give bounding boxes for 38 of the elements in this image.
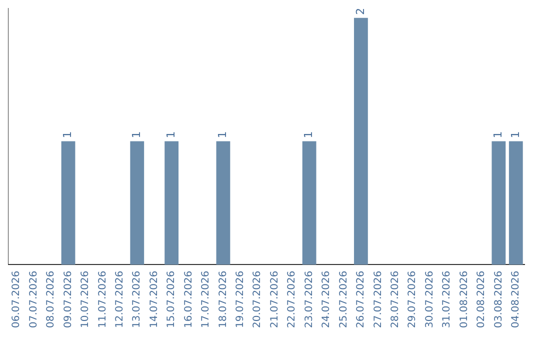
x-tick-label: 12.07.2026 bbox=[114, 270, 126, 328]
x-tick-label: 03.08.2026 bbox=[493, 270, 504, 328]
x-tick-label: 01.08.2026 bbox=[458, 270, 470, 328]
data-label: 1 bbox=[130, 131, 143, 138]
x-tick-label: 31.07.2026 bbox=[442, 270, 453, 328]
x-tick-label: 25.07.2026 bbox=[338, 270, 350, 328]
x-tick-label: 09.07.2026 bbox=[62, 270, 74, 328]
x-tick-label: 28.07.2026 bbox=[390, 270, 401, 328]
x-tick-label: 07.07.2026 bbox=[28, 270, 40, 328]
x-tick-label: 15.07.2026 bbox=[166, 270, 178, 328]
x-tick-label: 29.07.2026 bbox=[407, 270, 418, 328]
x-tick-label: 30.07.2026 bbox=[424, 270, 436, 328]
x-tick-label: 10.07.2026 bbox=[80, 270, 92, 328]
x-tick-label: 18.07.2026 bbox=[218, 270, 229, 328]
x-tick-label: 11.07.2026 bbox=[97, 270, 108, 328]
x-tick-label: 06.07.2026 bbox=[11, 270, 22, 328]
x-tick-label: 04.08.2026 bbox=[510, 270, 522, 328]
x-tick-label: 23.07.2026 bbox=[304, 270, 315, 328]
data-label: 1 bbox=[216, 131, 230, 138]
x-tick-label: 14.07.2026 bbox=[148, 270, 160, 328]
data-label: 1 bbox=[302, 131, 316, 138]
x-tick-label: 17.07.2026 bbox=[200, 270, 212, 328]
x-tick-label: 21.07.2026 bbox=[269, 270, 280, 328]
x-tick-label: 19.07.2026 bbox=[235, 270, 246, 328]
x-tick-label: 16.07.2026 bbox=[183, 270, 194, 328]
x-tick-label: 02.08.2026 bbox=[476, 270, 488, 328]
x-tick-label: 20.07.2026 bbox=[252, 270, 264, 328]
data-label: 2 bbox=[354, 8, 367, 15]
x-tick-label: 26.07.2026 bbox=[356, 270, 367, 328]
data-label: 1 bbox=[508, 131, 522, 138]
data-label: 1 bbox=[61, 131, 74, 138]
data-label: 1 bbox=[492, 131, 505, 138]
x-tick-label: 13.07.2026 bbox=[132, 270, 143, 328]
x-tick-label: 24.07.2026 bbox=[321, 270, 332, 328]
x-tick-label: 27.07.2026 bbox=[372, 270, 384, 328]
x-tick-label: 22.07.2026 bbox=[286, 270, 298, 328]
data-label: 1 bbox=[164, 131, 178, 138]
x-tick-label: 08.07.2026 bbox=[46, 270, 57, 328]
